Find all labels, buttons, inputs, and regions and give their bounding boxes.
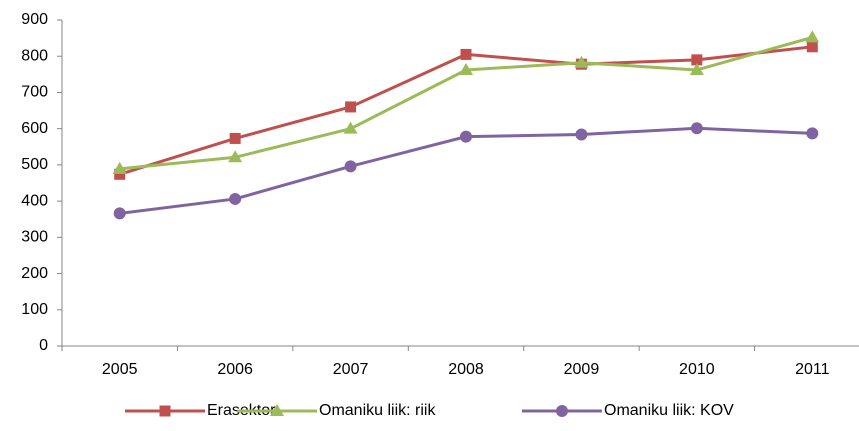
data-point (460, 48, 472, 60)
y-tick-label: 200 (21, 265, 48, 282)
legend-label: Omaniku liik: riik (319, 402, 436, 419)
data-point (229, 192, 242, 205)
data-point (691, 54, 703, 66)
x-tick-label: 2008 (448, 361, 484, 378)
data-point (690, 122, 703, 135)
x-tick-label: 2007 (333, 361, 369, 378)
x-tick-label: 2011 (795, 361, 830, 378)
legend-marker (270, 404, 284, 416)
data-point (228, 150, 243, 163)
data-point (574, 55, 589, 68)
data-point (689, 62, 704, 75)
x-tick-label: 2006 (217, 361, 253, 378)
data-point (112, 161, 127, 174)
y-tick-label: 500 (21, 156, 48, 173)
x-tick-label: 2010 (679, 361, 715, 378)
y-tick-label: 100 (21, 301, 48, 318)
y-tick-label: 300 (21, 229, 48, 246)
data-point (805, 30, 820, 43)
legend-marker (556, 405, 568, 417)
legend-label: Omaniku liik: KOV (604, 402, 734, 419)
data-point (806, 127, 819, 140)
data-point (113, 207, 126, 220)
x-tick-label: 2005 (102, 361, 138, 378)
data-point (575, 128, 588, 141)
y-tick-label: 400 (21, 192, 48, 209)
data-point (460, 130, 472, 143)
y-tick-label: 600 (21, 120, 48, 137)
y-tick-label: 700 (21, 84, 48, 101)
y-tick-label: 800 (21, 47, 48, 64)
legend-marker (159, 405, 171, 417)
data-point (344, 160, 357, 173)
x-tick-label: 2009 (564, 361, 600, 378)
data-point (343, 121, 358, 134)
data-point (345, 101, 357, 113)
y-tick-label: 900 (21, 11, 48, 28)
data-point (114, 168, 126, 180)
data-point (806, 41, 818, 53)
y-tick-label: 0 (39, 337, 48, 354)
data-point (229, 132, 241, 144)
data-point (459, 62, 473, 75)
